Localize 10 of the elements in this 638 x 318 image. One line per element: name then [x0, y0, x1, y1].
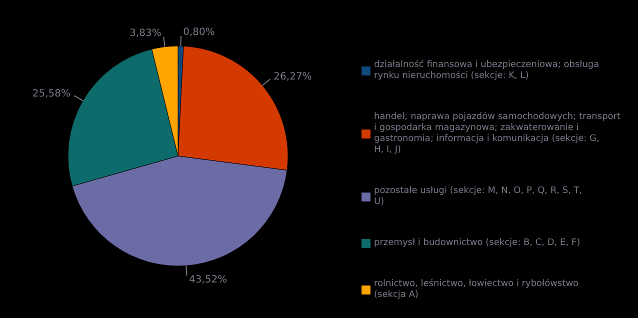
legend-label: przemysł i budownictwo (sekcje: B, C, D, E, F): [374, 238, 580, 248]
data-label: 0,80%: [183, 27, 215, 38]
legend-label: działalność finansowa i ubezpieczeniowa; obsługa rynku nieruchomości (sekcje: K, L): [374, 59, 600, 81]
legend-label: handel; naprawa pojazdów samochodowych; transport i gospodarka magazynowa; zakwaterowanie i gastronomia; informacja i komunikacja (sekcje: G, H, I, J): [374, 111, 621, 155]
legend-label: rolnictwo, leśnictwo, łowiectwo i rybołówstwo (sekcja A): [374, 278, 580, 300]
data-label: 43,52%: [188, 274, 228, 286]
legend-label: pozostałe usługi (sekcje: M, N, O, P, Q, R, S, T, U): [374, 186, 582, 207]
data-label: 25,58%: [32, 88, 71, 100]
data-label: 3,83%: [130, 28, 162, 39]
data-label: 26,27%: [274, 72, 312, 83]
